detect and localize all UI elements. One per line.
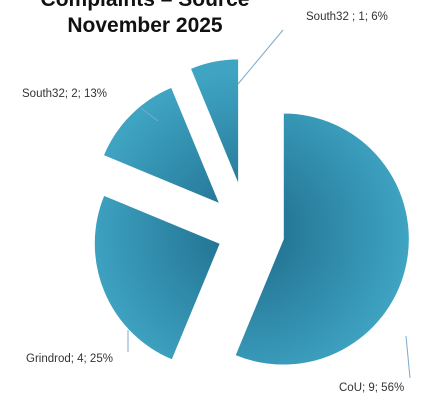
- pie-slice-cou-0: [234, 112, 410, 366]
- pie-slices: [93, 58, 410, 366]
- pie-slice-south32-3: [189, 58, 240, 186]
- chart-title-line-2: November 2025: [67, 14, 223, 37]
- chart-title: Complaints – Source November 2025: [0, 0, 290, 39]
- data-label-2: South32; 2; 13%: [22, 88, 107, 100]
- pie-slice-grindrod-1: [93, 194, 221, 361]
- data-label-1: Grindrod; 4; 25%: [26, 353, 113, 365]
- data-label-0: CoU; 9; 56%: [339, 382, 404, 394]
- chart-title-line-1: Complaints – Source: [0, 0, 290, 13]
- leader-lines: [127, 29, 411, 379]
- leader-line-3: [237, 29, 284, 85]
- data-label-3: South32 ; 1; 6%: [306, 11, 388, 23]
- pie-slice-south32-2: [102, 86, 221, 205]
- leader-line-2: [140, 107, 159, 122]
- data-labels: CoU; 9; 56% Grindrod; 4; 25% South32; 2; 1…: [22, 11, 404, 394]
- leader-line-0: [405, 335, 411, 379]
